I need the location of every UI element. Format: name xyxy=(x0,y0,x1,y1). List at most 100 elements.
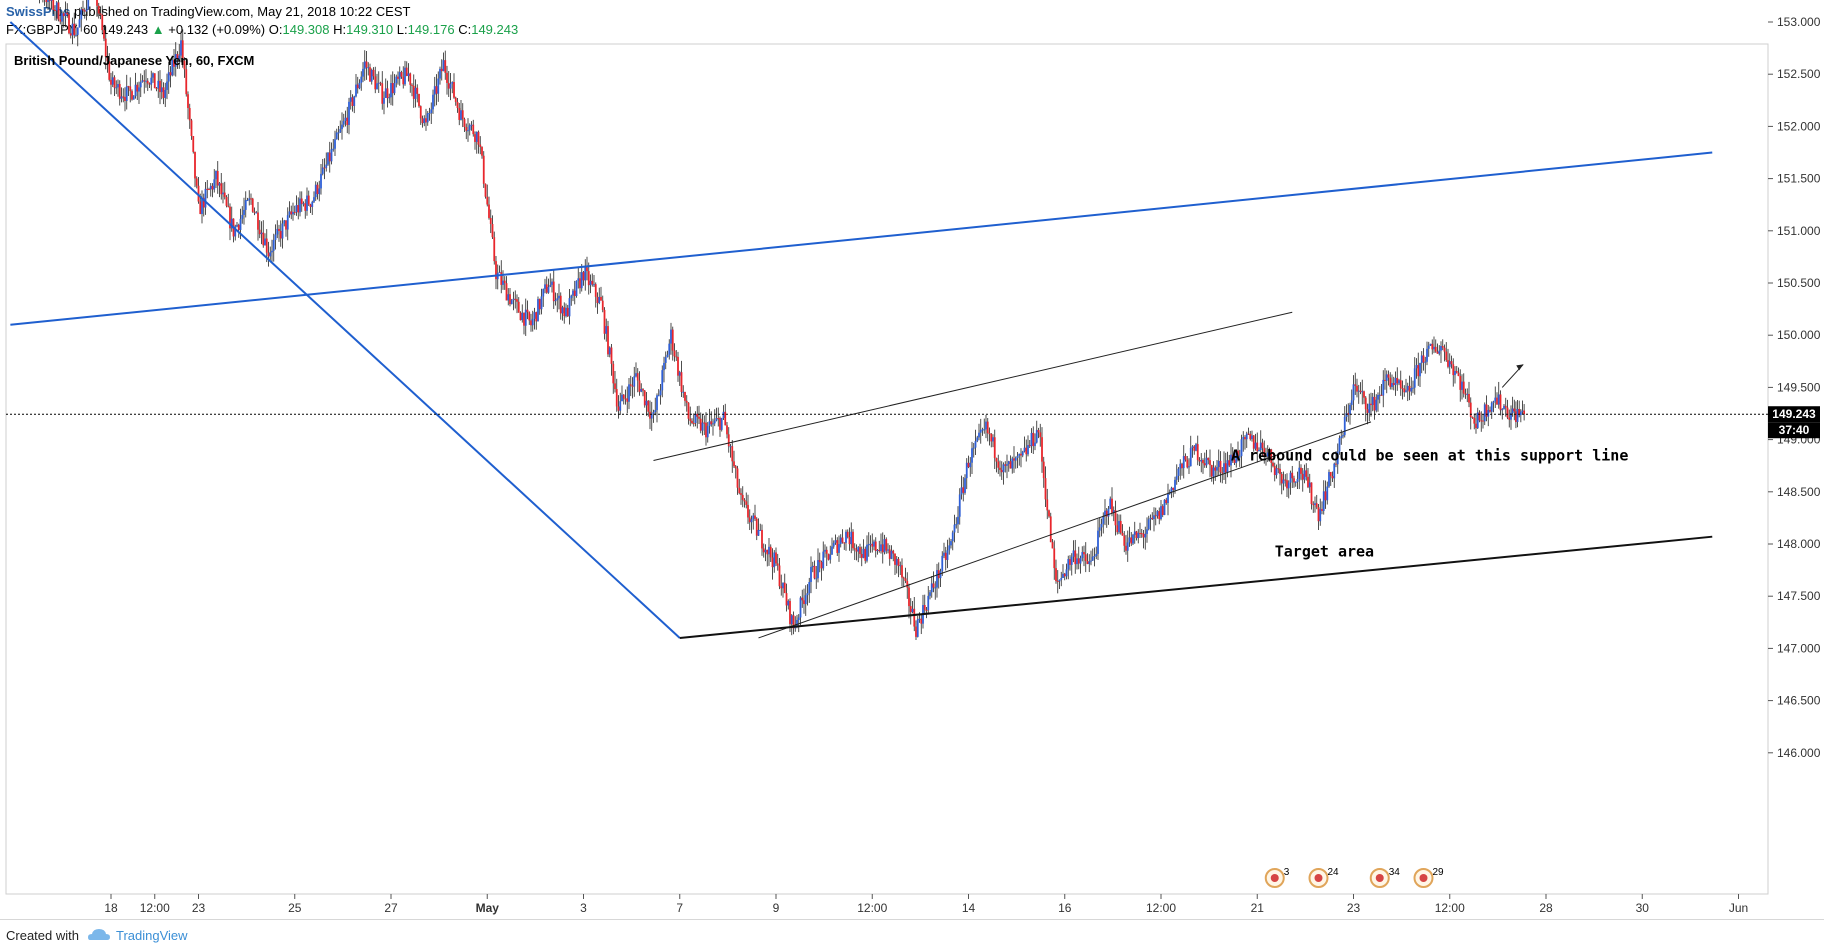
candle xyxy=(516,294,518,314)
candle xyxy=(652,409,655,423)
candle xyxy=(111,71,114,88)
candle xyxy=(489,209,492,234)
candle xyxy=(1420,351,1423,374)
candle xyxy=(713,409,716,427)
candle xyxy=(1370,392,1372,417)
candle xyxy=(474,131,476,150)
tradingview-cloud-icon[interactable] xyxy=(88,928,110,942)
candle xyxy=(783,573,786,594)
candle xyxy=(692,413,695,427)
plot-area[interactable] xyxy=(5,43,1769,895)
candle xyxy=(398,66,401,86)
candle xyxy=(876,549,879,555)
target-area-line[interactable] xyxy=(679,535,1713,639)
candle xyxy=(540,288,543,315)
candle xyxy=(1508,409,1511,428)
candle xyxy=(736,465,739,495)
candle xyxy=(433,76,436,107)
economic-event-icon[interactable]: 34 xyxy=(1369,867,1401,888)
candle xyxy=(187,91,189,120)
candle xyxy=(1238,449,1241,467)
candle xyxy=(1028,440,1031,449)
candle xyxy=(132,95,135,100)
candle xyxy=(776,553,779,571)
candle xyxy=(995,457,998,473)
economic-event-icon[interactable]: 24 xyxy=(1308,867,1340,888)
high-label: H: xyxy=(333,22,347,37)
candle xyxy=(372,67,375,80)
economic-event-icon[interactable]: 29 xyxy=(1413,867,1445,888)
author-link[interactable]: SwissPips xyxy=(6,4,71,19)
support-line[interactable] xyxy=(758,421,1372,639)
candle xyxy=(39,0,40,4)
candle xyxy=(542,288,545,307)
candle xyxy=(1454,366,1456,384)
candle xyxy=(1055,559,1057,584)
time-tick-label: 23 xyxy=(192,901,206,915)
candle xyxy=(1413,357,1416,395)
candle xyxy=(355,74,357,98)
price-axis[interactable]: 146.000 146.500 147.000 147.500 148.000 148.5… xyxy=(1768,0,1821,760)
descending-trendline[interactable] xyxy=(9,21,681,639)
candle xyxy=(416,84,419,103)
candle xyxy=(1280,471,1283,495)
economic-event-icon[interactable]: 3 xyxy=(1264,867,1290,888)
projection-arrow[interactable] xyxy=(1501,364,1524,388)
price-chart[interactable]: British Pound/Japanese Yen, 60, FXCM A r… xyxy=(0,0,1824,919)
candle xyxy=(507,288,510,306)
candle xyxy=(1419,362,1421,388)
candle xyxy=(768,537,770,566)
candle xyxy=(1240,434,1243,468)
candle xyxy=(48,0,51,10)
candle xyxy=(1359,382,1362,395)
price-tick-label: 148.000 xyxy=(1777,537,1821,551)
candle xyxy=(1436,343,1439,354)
candle xyxy=(1020,448,1022,468)
candle xyxy=(192,135,195,154)
candle xyxy=(598,287,601,305)
time-axis[interactable]: 18 12:00 23 25 27 May 3 7 9 12:00 14 16 12:00 21 23 12:… xyxy=(104,894,1748,915)
candle xyxy=(654,397,657,416)
candle xyxy=(234,224,237,241)
candle xyxy=(106,45,109,73)
candle xyxy=(822,541,825,571)
candle xyxy=(1007,460,1010,472)
candle xyxy=(593,275,595,288)
candle xyxy=(1378,386,1381,404)
candle xyxy=(647,400,650,417)
candle xyxy=(888,545,891,566)
candle xyxy=(843,542,846,550)
candle xyxy=(61,11,63,28)
candle xyxy=(1053,540,1056,580)
candle xyxy=(1471,416,1474,419)
candle xyxy=(300,191,303,212)
candle xyxy=(775,547,777,567)
candle xyxy=(1060,571,1063,587)
candle xyxy=(470,121,473,131)
candle xyxy=(1277,458,1280,474)
tradingview-link[interactable]: TradingView xyxy=(116,928,188,943)
candle xyxy=(146,78,149,91)
candle xyxy=(1380,384,1383,396)
channel-top-line[interactable] xyxy=(653,311,1293,461)
candle xyxy=(811,561,814,573)
candle xyxy=(1403,385,1406,397)
economic-events-layer: 3 24 34 29 xyxy=(1264,867,1445,888)
candle xyxy=(645,392,648,416)
close-value: 149.243 xyxy=(471,22,519,37)
candle xyxy=(171,55,174,77)
time-tick-label: 16 xyxy=(1058,901,1072,915)
candle xyxy=(276,220,279,239)
candle xyxy=(316,182,319,200)
candle xyxy=(930,575,933,598)
candle xyxy=(1483,402,1486,426)
candle xyxy=(1198,457,1201,467)
candle xyxy=(1279,463,1281,486)
candle xyxy=(190,118,193,140)
candle xyxy=(960,475,963,500)
candle xyxy=(1408,375,1411,401)
long-term-resistance-line[interactable] xyxy=(10,151,1713,326)
candle xyxy=(929,589,931,600)
candle xyxy=(594,282,597,308)
candle xyxy=(1128,526,1131,547)
